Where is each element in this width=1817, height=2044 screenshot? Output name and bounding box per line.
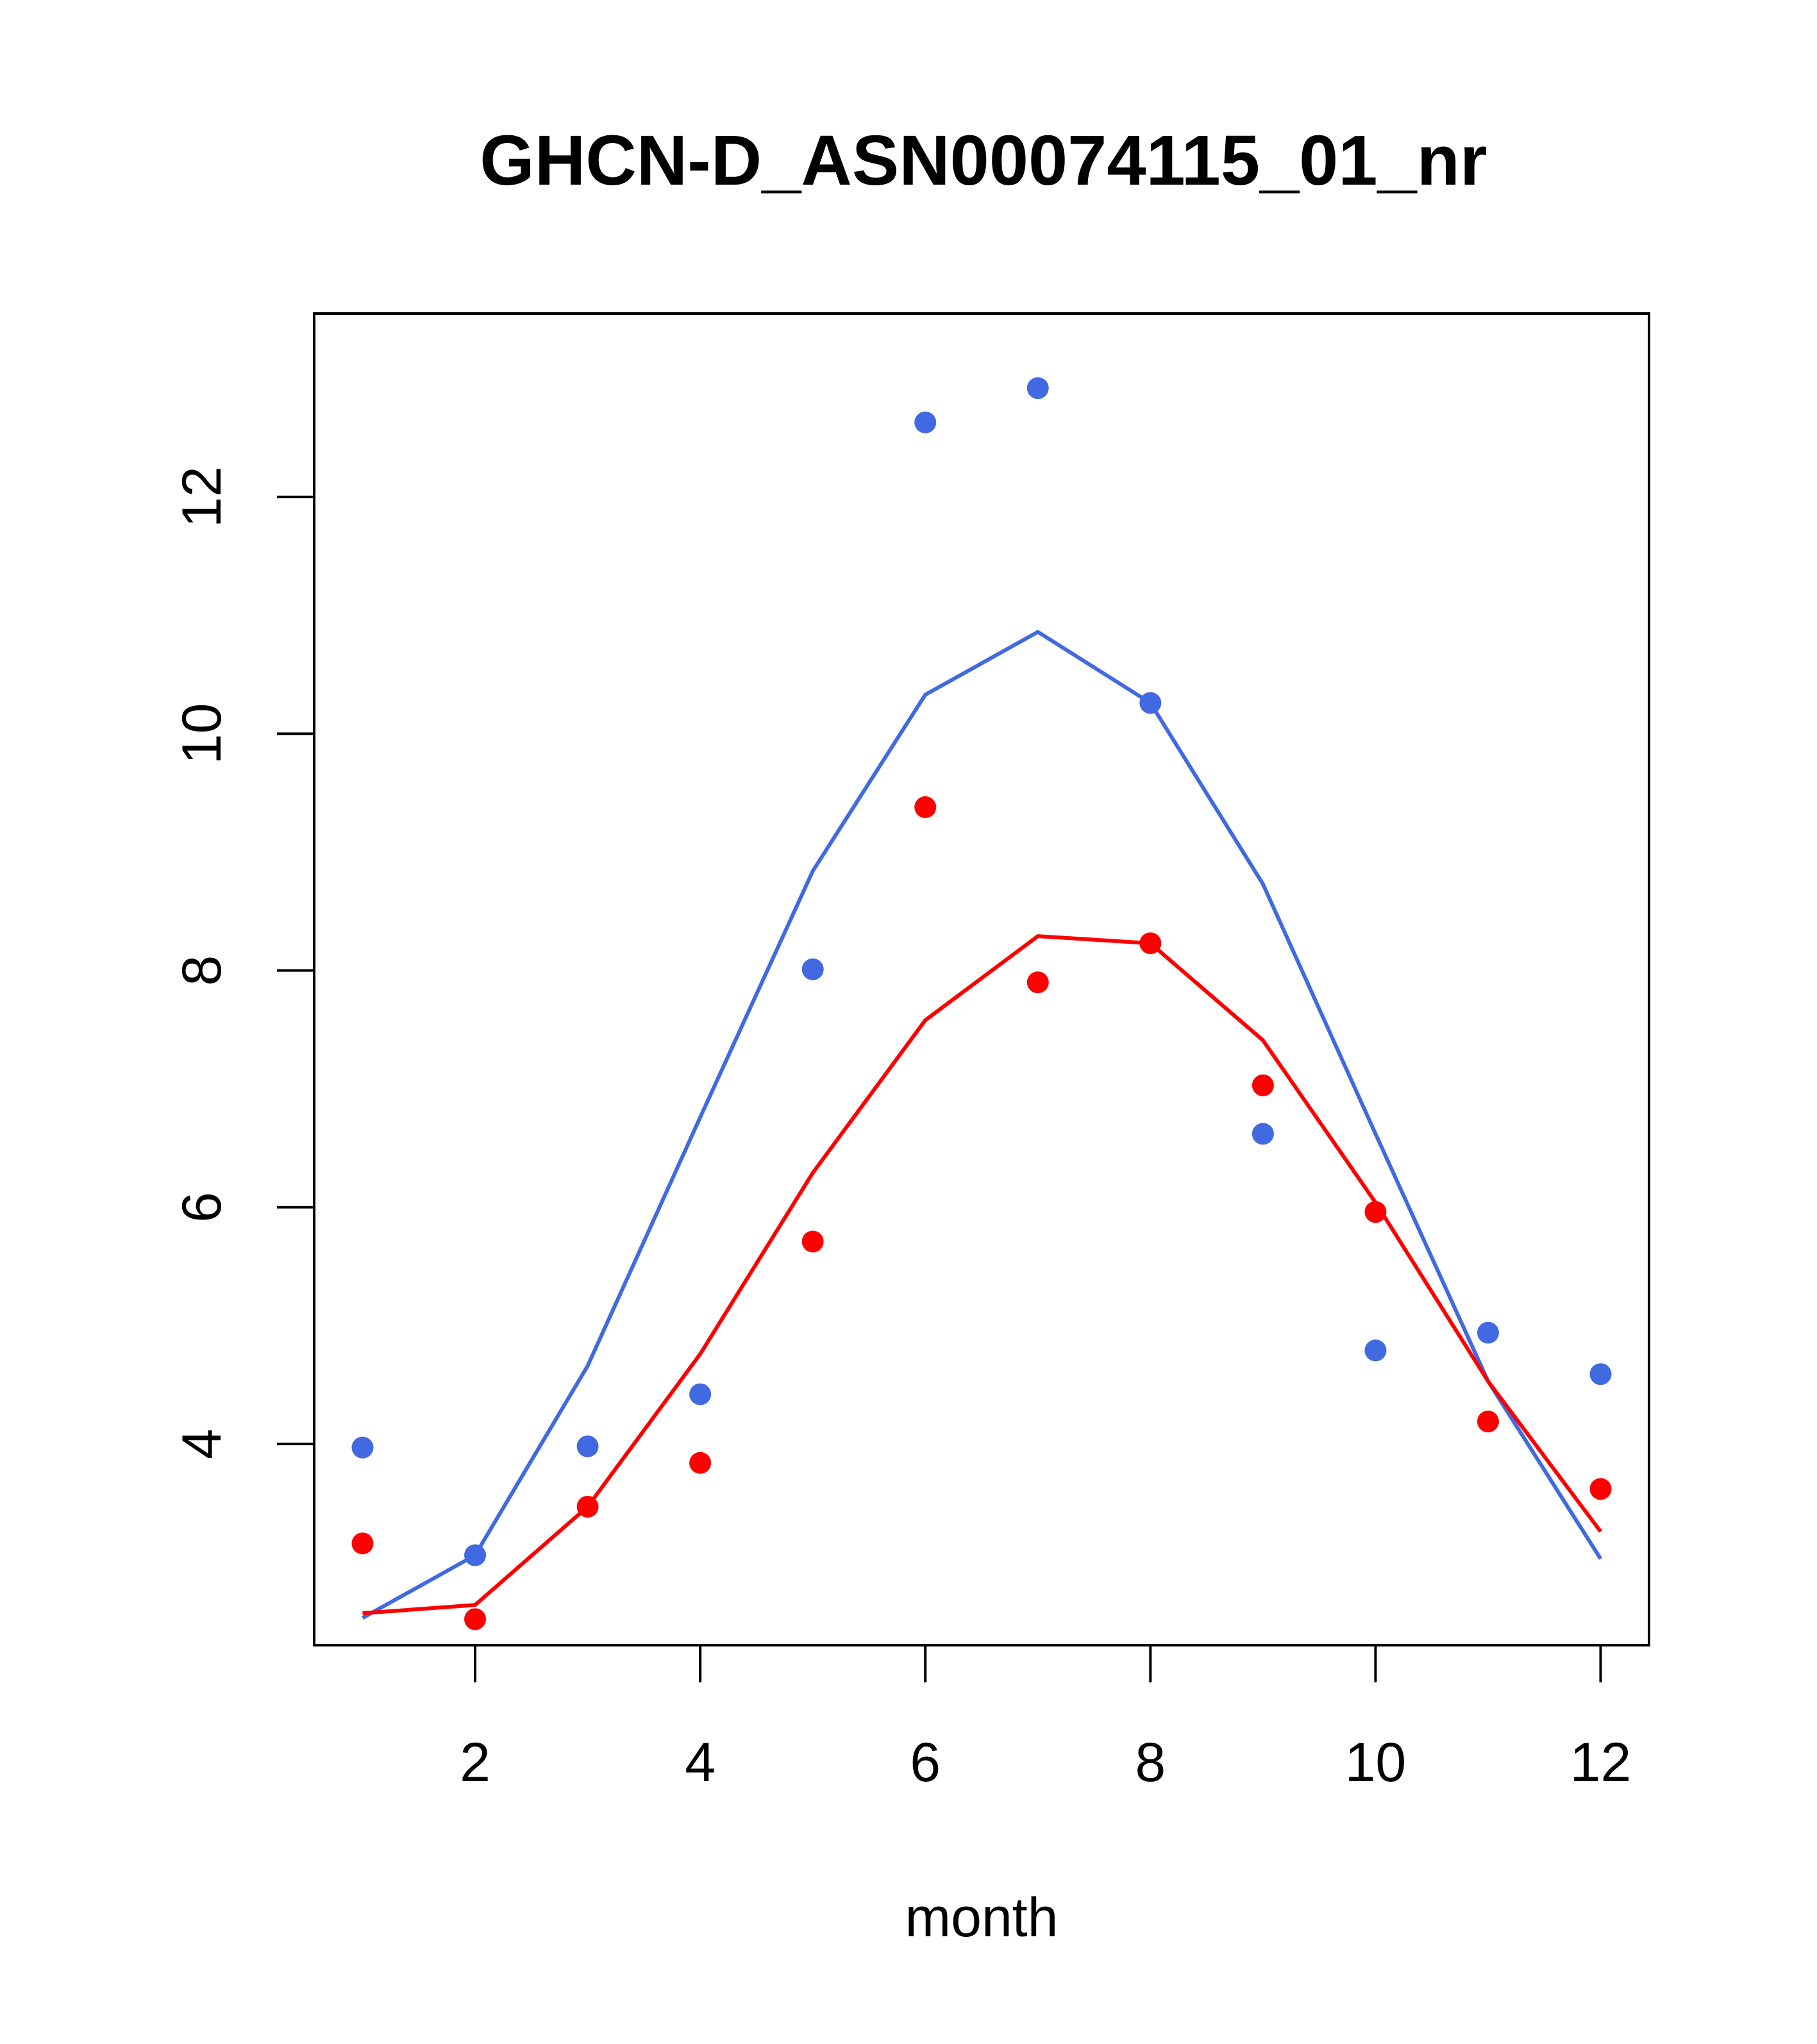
series-1-point <box>689 1383 712 1405</box>
y-tick-label: 4 <box>171 1428 233 1459</box>
series-2-point <box>576 1495 599 1518</box>
series-layer <box>351 377 1612 1630</box>
y-tick-label: 12 <box>171 466 233 528</box>
series-2-point <box>914 796 937 818</box>
series-2-point <box>1589 1478 1612 1500</box>
series-1-point <box>801 958 824 980</box>
x-tick-label: 2 <box>460 1732 490 1793</box>
series-1-point <box>351 1436 374 1459</box>
series-1-point <box>1139 692 1162 714</box>
series-1-point <box>1026 377 1049 399</box>
series-2-point <box>351 1532 374 1555</box>
y-tick-label: 6 <box>171 1192 233 1223</box>
series-2-point <box>1026 971 1049 994</box>
y-axis: 4 6 8 10 12 <box>171 466 315 1459</box>
series-2-point <box>1252 1074 1274 1096</box>
series-1-point <box>1252 1123 1274 1145</box>
x-tick-label: 8 <box>1135 1732 1166 1793</box>
series-2-point <box>801 1230 824 1253</box>
x-tick-label: 6 <box>910 1732 941 1793</box>
series-1-point <box>914 411 937 433</box>
series-2-point <box>1477 1411 1499 1433</box>
x-tick-label: 12 <box>1570 1732 1632 1793</box>
y-tick-label: 10 <box>171 703 233 765</box>
y-tick-label: 8 <box>171 955 233 986</box>
x-tick-label: 10 <box>1345 1732 1407 1793</box>
series-2-line <box>362 934 1602 1616</box>
series-1-point <box>464 1544 487 1566</box>
series-2-point <box>1364 1201 1387 1223</box>
series-1-point <box>1589 1363 1612 1386</box>
x-axis-label: month <box>905 1887 1058 1948</box>
x-axis: 2 4 6 8 10 12 <box>460 1644 1632 1793</box>
series-2-point <box>1139 932 1162 955</box>
chart-title: GHCN-D_ASN00074115_01_nr <box>480 121 1487 200</box>
series-1-point <box>1477 1321 1499 1344</box>
series-1-line <box>362 630 1603 1620</box>
series-1-point <box>1364 1339 1387 1362</box>
series-1-point <box>576 1435 599 1457</box>
series-2-point <box>464 1608 487 1630</box>
series-2-point <box>689 1452 712 1474</box>
x-tick-label: 4 <box>685 1732 716 1793</box>
